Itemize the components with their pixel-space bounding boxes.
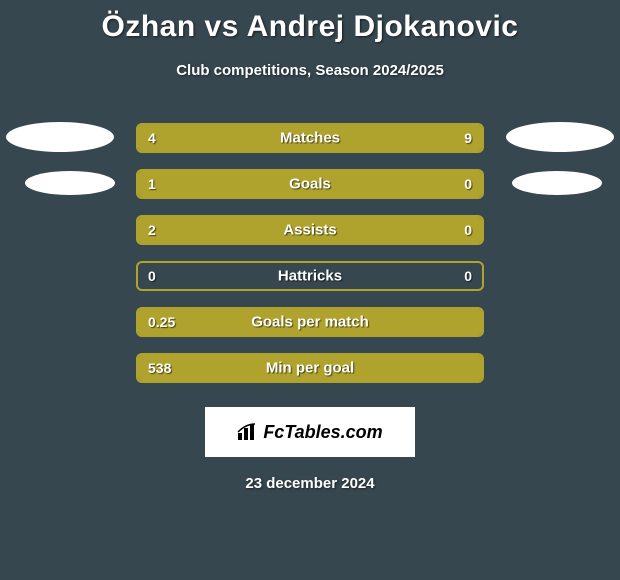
stat-label: Goals <box>138 176 482 193</box>
stat-bar: Hattricks0 0 <box>136 261 484 291</box>
stat-value-left: 2 <box>148 222 156 238</box>
subtitle: Club competitions, Season 2024/2025 <box>0 62 620 79</box>
player-right-ellipse <box>512 171 602 195</box>
stat-value-right: 0 <box>464 222 472 238</box>
brand-text: FcTables.com <box>263 422 382 443</box>
footer-brand-box: FcTables.com <box>205 407 415 457</box>
stat-value-left: 4 <box>148 130 156 146</box>
stat-bar: Min per goal538 <box>136 353 484 383</box>
stat-label: Goals per match <box>138 314 482 331</box>
stat-row: Matches4 9 <box>0 117 620 163</box>
stat-value-right: 0 <box>464 268 472 284</box>
player-left-ellipse <box>6 122 114 152</box>
stat-label: Assists <box>138 222 482 239</box>
player-left-ellipse <box>25 171 115 195</box>
stat-label: Matches <box>138 130 482 147</box>
stat-row: Hattricks0 0 <box>0 255 620 301</box>
stat-row: Goals per match0.25 <box>0 301 620 347</box>
bar-chart-icon <box>237 423 259 441</box>
footer-date: 23 december 2024 <box>0 475 620 492</box>
stat-row: Assists2 0 <box>0 209 620 255</box>
page-title: Özhan vs Andrej Djokanovic <box>0 0 620 44</box>
stat-value-right: 0 <box>464 176 472 192</box>
stat-bar: Matches4 9 <box>136 123 484 153</box>
stat-label: Hattricks <box>138 268 482 285</box>
stat-bar: Goals1 0 <box>136 169 484 199</box>
stat-row: Goals1 0 <box>0 163 620 209</box>
stat-value-right: 9 <box>464 130 472 146</box>
stat-value-left: 1 <box>148 176 156 192</box>
stats-rows: Matches49Goals10Assists20Hattricks00Goal… <box>0 117 620 393</box>
stat-value-left: 0 <box>148 268 156 284</box>
stat-bar: Assists2 0 <box>136 215 484 245</box>
stat-value-left: 538 <box>148 360 171 376</box>
stat-bar: Goals per match0.25 <box>136 307 484 337</box>
brand-logo: FcTables.com <box>237 422 382 443</box>
player-right-ellipse <box>506 122 614 152</box>
stat-label: Min per goal <box>138 360 482 377</box>
stat-value-left: 0.25 <box>148 314 175 330</box>
stat-row: Min per goal538 <box>0 347 620 393</box>
